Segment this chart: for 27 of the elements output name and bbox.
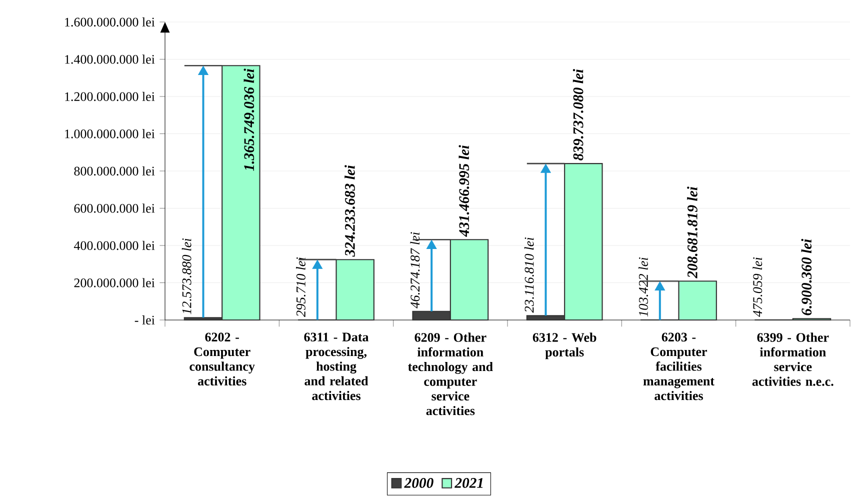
y-tick-label: 800.000.000 lei [74, 166, 155, 176]
x-tick-label: 6311 - Data processing, hosting and related activities [304, 332, 369, 400]
y-tick-label: 600.000.000 lei [74, 204, 155, 213]
y-tick-label: 1.600.000.000 lei [65, 17, 155, 27]
data-label: 12.573.880 lei [182, 238, 192, 314]
x-tick-label: 6202 - Computer consultancy activities [190, 332, 255, 386]
x-tick-label: 6312 - Web portals [532, 332, 596, 360]
data-label: 475.059 lei [752, 257, 762, 317]
data-label: 324.233.683 lei [344, 165, 355, 257]
y-tick-label: 200.000.000 lei [74, 278, 155, 288]
data-label: 23.116.810 lei [524, 237, 534, 313]
data-label: 6.900.360 lei [801, 238, 812, 316]
data-label: 431.466.995 lei [458, 145, 470, 237]
x-tick-label: 6203 - Computer facilities management activities [643, 332, 714, 400]
y-tick-label: - lei [134, 315, 155, 325]
legend-label: 2000 [404, 478, 434, 488]
y-tick-label: 400.000.000 lei [74, 240, 155, 250]
y-tick-label: 1.400.000.000 lei [65, 54, 155, 64]
data-label: 103.422 lei [638, 257, 648, 317]
x-tick-label: 6209 - Other information technology and computer service activities [408, 332, 493, 416]
y-tick-label: 1.200.000.000 lei [65, 92, 155, 102]
legend-label: 2021 [454, 478, 483, 488]
data-label: 1.365.749.036 lei [244, 68, 254, 171]
y-tick-label: 1.000.000.000 lei [65, 129, 155, 138]
x-tick-label: 6399 - Other information service activities n.e.c. [752, 332, 834, 386]
data-label: 839.737.080 lei [572, 69, 584, 160]
data-label: 208.681.819 lei [687, 186, 698, 278]
